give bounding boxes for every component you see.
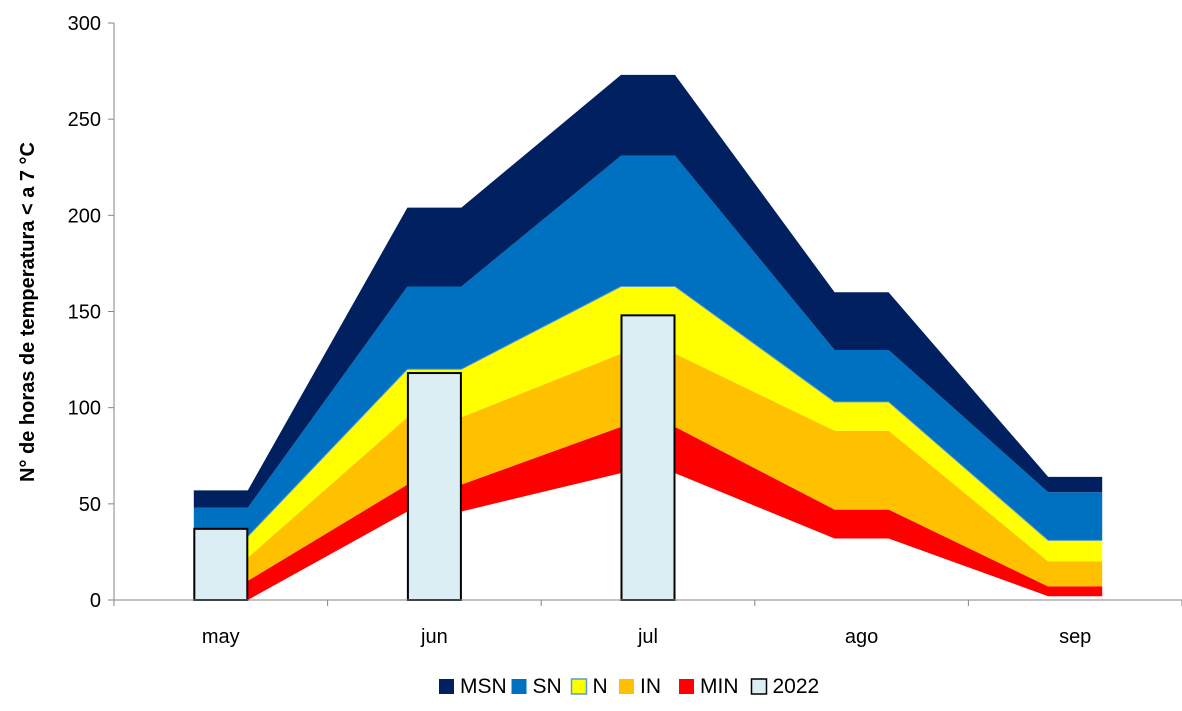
band-n-outline <box>193 285 1103 541</box>
bar-2022-jun <box>406 372 462 601</box>
x-tick-label: jul <box>637 626 658 648</box>
legend-label: IN <box>640 675 661 698</box>
y-tick-label: 150 <box>68 302 101 324</box>
legend-label: SN <box>533 675 562 698</box>
legend-item-min: MIN <box>679 675 739 698</box>
y-tick-label: 200 <box>68 205 101 227</box>
legend-label: 2022 <box>773 675 820 698</box>
y-tick-label: 50 <box>79 494 101 516</box>
legend-swatch <box>439 679 454 694</box>
legend-swatch <box>619 679 634 694</box>
bars-2022 <box>193 314 676 601</box>
x-tick-label: may <box>202 626 240 648</box>
legend-swatch <box>750 678 768 695</box>
y-axis-title: N° de horas de temperatura < a 7 °C <box>17 142 39 482</box>
band-sn <box>193 155 1103 541</box>
legend-label: N <box>593 675 608 698</box>
legend-swatch <box>570 678 588 695</box>
bar-2022-jul <box>620 314 676 601</box>
x-tick-labels: may jun jul ago sep <box>202 626 1091 648</box>
legend-item-n: N <box>570 675 608 698</box>
legend-item-msn: MSN <box>439 675 507 698</box>
x-tick-label: ago <box>845 626 878 648</box>
legend: MSN SN N IN MIN 2022 <box>439 675 819 698</box>
x-tick-label: jun <box>420 626 448 648</box>
legend-label: MIN <box>700 675 739 698</box>
legend-swatch <box>679 679 694 694</box>
legend-item-in: IN <box>619 675 661 698</box>
y-tick-labels: 0 50 100 150 200 250 300 <box>68 13 101 612</box>
y-tick-label: 300 <box>68 13 101 35</box>
legend-swatch <box>511 679 527 694</box>
x-tick-label: sep <box>1059 626 1091 648</box>
legend-item-2022: 2022 <box>750 675 820 698</box>
legend-item-sn: SN <box>511 675 562 698</box>
axes <box>108 22 1182 606</box>
y-tick-label: 250 <box>68 109 101 131</box>
y-tick-label: 100 <box>68 398 101 420</box>
y-tick-label: 0 <box>90 590 101 612</box>
legend-label: MSN <box>460 675 507 698</box>
band-msn <box>193 74 1103 508</box>
bar-2022-may <box>193 527 249 601</box>
